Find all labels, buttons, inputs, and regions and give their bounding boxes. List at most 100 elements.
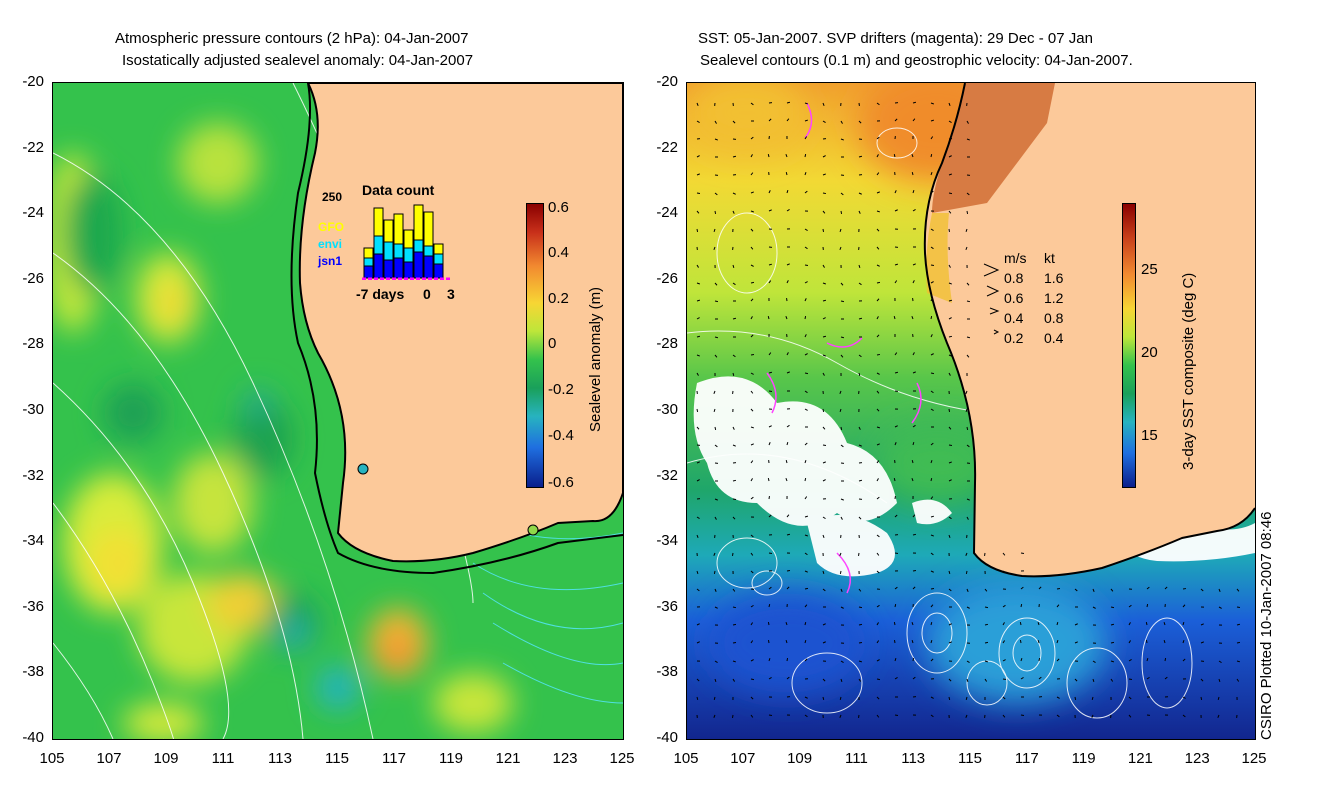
velocity-arrow (1002, 552, 1006, 556)
velocity-arrow (966, 444, 970, 448)
velocity-arrow (750, 228, 754, 232)
velocity-arrow (1074, 696, 1077, 701)
velocity-arrow (1056, 639, 1059, 644)
velocity-arrow (876, 281, 881, 284)
vel-row-1-kt: 1.2 (1044, 290, 1064, 306)
velocity-arrow (894, 586, 898, 590)
velocity-arrow (768, 677, 772, 680)
right-ytick: -24 (656, 204, 678, 222)
velocity-arrow (912, 352, 915, 356)
velocity-arrow (912, 118, 916, 122)
velocity-arrow (1145, 621, 1148, 626)
velocity-arrow (984, 641, 989, 644)
velocity-arrow (750, 570, 754, 574)
velocity-arrow (732, 372, 735, 377)
velocity-arrow (804, 190, 808, 194)
velocity-arrow (894, 280, 898, 284)
velocity-arrow (804, 298, 807, 302)
velocity-arrow (984, 588, 988, 592)
velocity-arrow (804, 408, 808, 411)
velocity-arrow (966, 606, 970, 609)
left-xtick: 123 (552, 750, 578, 767)
right-ytick: -26 (656, 269, 678, 287)
velocity-arrow (1218, 588, 1221, 592)
velocity-arrow (984, 660, 989, 663)
velocity-arrow (732, 623, 737, 626)
right-xtick: 123 (1184, 750, 1210, 767)
velocity-arrow (1110, 641, 1115, 644)
velocity-arrow (1146, 586, 1150, 590)
velocity-arrow (858, 426, 861, 430)
velocity-arrow (858, 660, 863, 663)
velocity-arrow (696, 678, 700, 682)
velocity-arrow (750, 496, 754, 500)
velocity-arrow (840, 300, 845, 303)
velocity-arrow (893, 153, 896, 158)
velocity-arrow (930, 246, 934, 250)
velocity-arrow (894, 603, 897, 608)
velocity-arrow (876, 496, 880, 500)
velocity-arrow (804, 477, 807, 482)
velocity-arrow (1128, 714, 1132, 718)
velocity-arrow (839, 408, 842, 413)
velocity-arrow (965, 696, 968, 701)
velocity-arrow (732, 678, 735, 682)
velocity-arrow (696, 516, 700, 520)
velocity-arrow (840, 516, 843, 520)
velocity-arrow (822, 696, 825, 701)
velocity-arrow (786, 657, 789, 662)
velocity-arrow (911, 478, 914, 482)
velocity-arrow (1146, 657, 1149, 662)
velocity-arrow (804, 570, 808, 573)
left-colorbar (526, 203, 544, 488)
left-ytick: -22 (22, 138, 44, 156)
velocity-arrow (894, 442, 897, 446)
velocity-arrow (858, 516, 862, 520)
velocity-arrow (966, 426, 969, 431)
velocity-arrow (948, 534, 951, 538)
velocity-arrow (1163, 621, 1166, 626)
velocity-arrow (948, 120, 952, 124)
velocity-arrow (948, 210, 952, 214)
velocity-arrow (696, 264, 699, 268)
velocity-arrow (858, 120, 862, 124)
velocity-arrow (876, 570, 880, 574)
velocity-arrow (911, 171, 914, 176)
right-map[interactable] (686, 82, 1256, 740)
velocity-arrow (876, 640, 880, 644)
velocity-arrow (804, 534, 808, 537)
velocity-arrow (768, 603, 771, 608)
velocity-arrow (1074, 641, 1078, 644)
velocity-arrow (1182, 714, 1186, 718)
right-xtick: 115 (958, 750, 982, 767)
velocity-arrow (750, 604, 754, 608)
velocity-arrow (1020, 603, 1023, 608)
velocity-arrow (1038, 676, 1042, 680)
right-ytick: -32 (656, 466, 678, 484)
velocity-arrow (930, 315, 933, 320)
velocity-arrow (858, 444, 862, 447)
velocity-arrow (1236, 660, 1241, 663)
velocity-arrow (696, 623, 700, 626)
velocity-arrow (840, 138, 844, 141)
velocity-arrow (804, 281, 808, 284)
velocity-arrow (1002, 696, 1006, 700)
velocity-arrow (894, 514, 898, 518)
velocity-arrow (965, 246, 968, 250)
velocity-arrow (750, 408, 754, 412)
velocity-arrow (858, 210, 861, 214)
inset-title: Data count (362, 182, 435, 198)
vel-header-ms: m/s (1004, 250, 1027, 266)
velocity-arrow (858, 354, 862, 358)
velocity-arrow (822, 317, 826, 320)
velocity-arrow (696, 408, 699, 413)
velocity-arrow (1236, 606, 1241, 609)
velocity-arrow (696, 173, 700, 176)
velocity-arrow (732, 641, 737, 644)
velocity-arrow (804, 696, 808, 699)
velocity-arrow (930, 515, 935, 518)
velocity-arrow (965, 714, 968, 718)
velocity-arrow (696, 641, 700, 644)
velocity-arrow (930, 587, 935, 590)
velocity-arrow (965, 228, 968, 233)
